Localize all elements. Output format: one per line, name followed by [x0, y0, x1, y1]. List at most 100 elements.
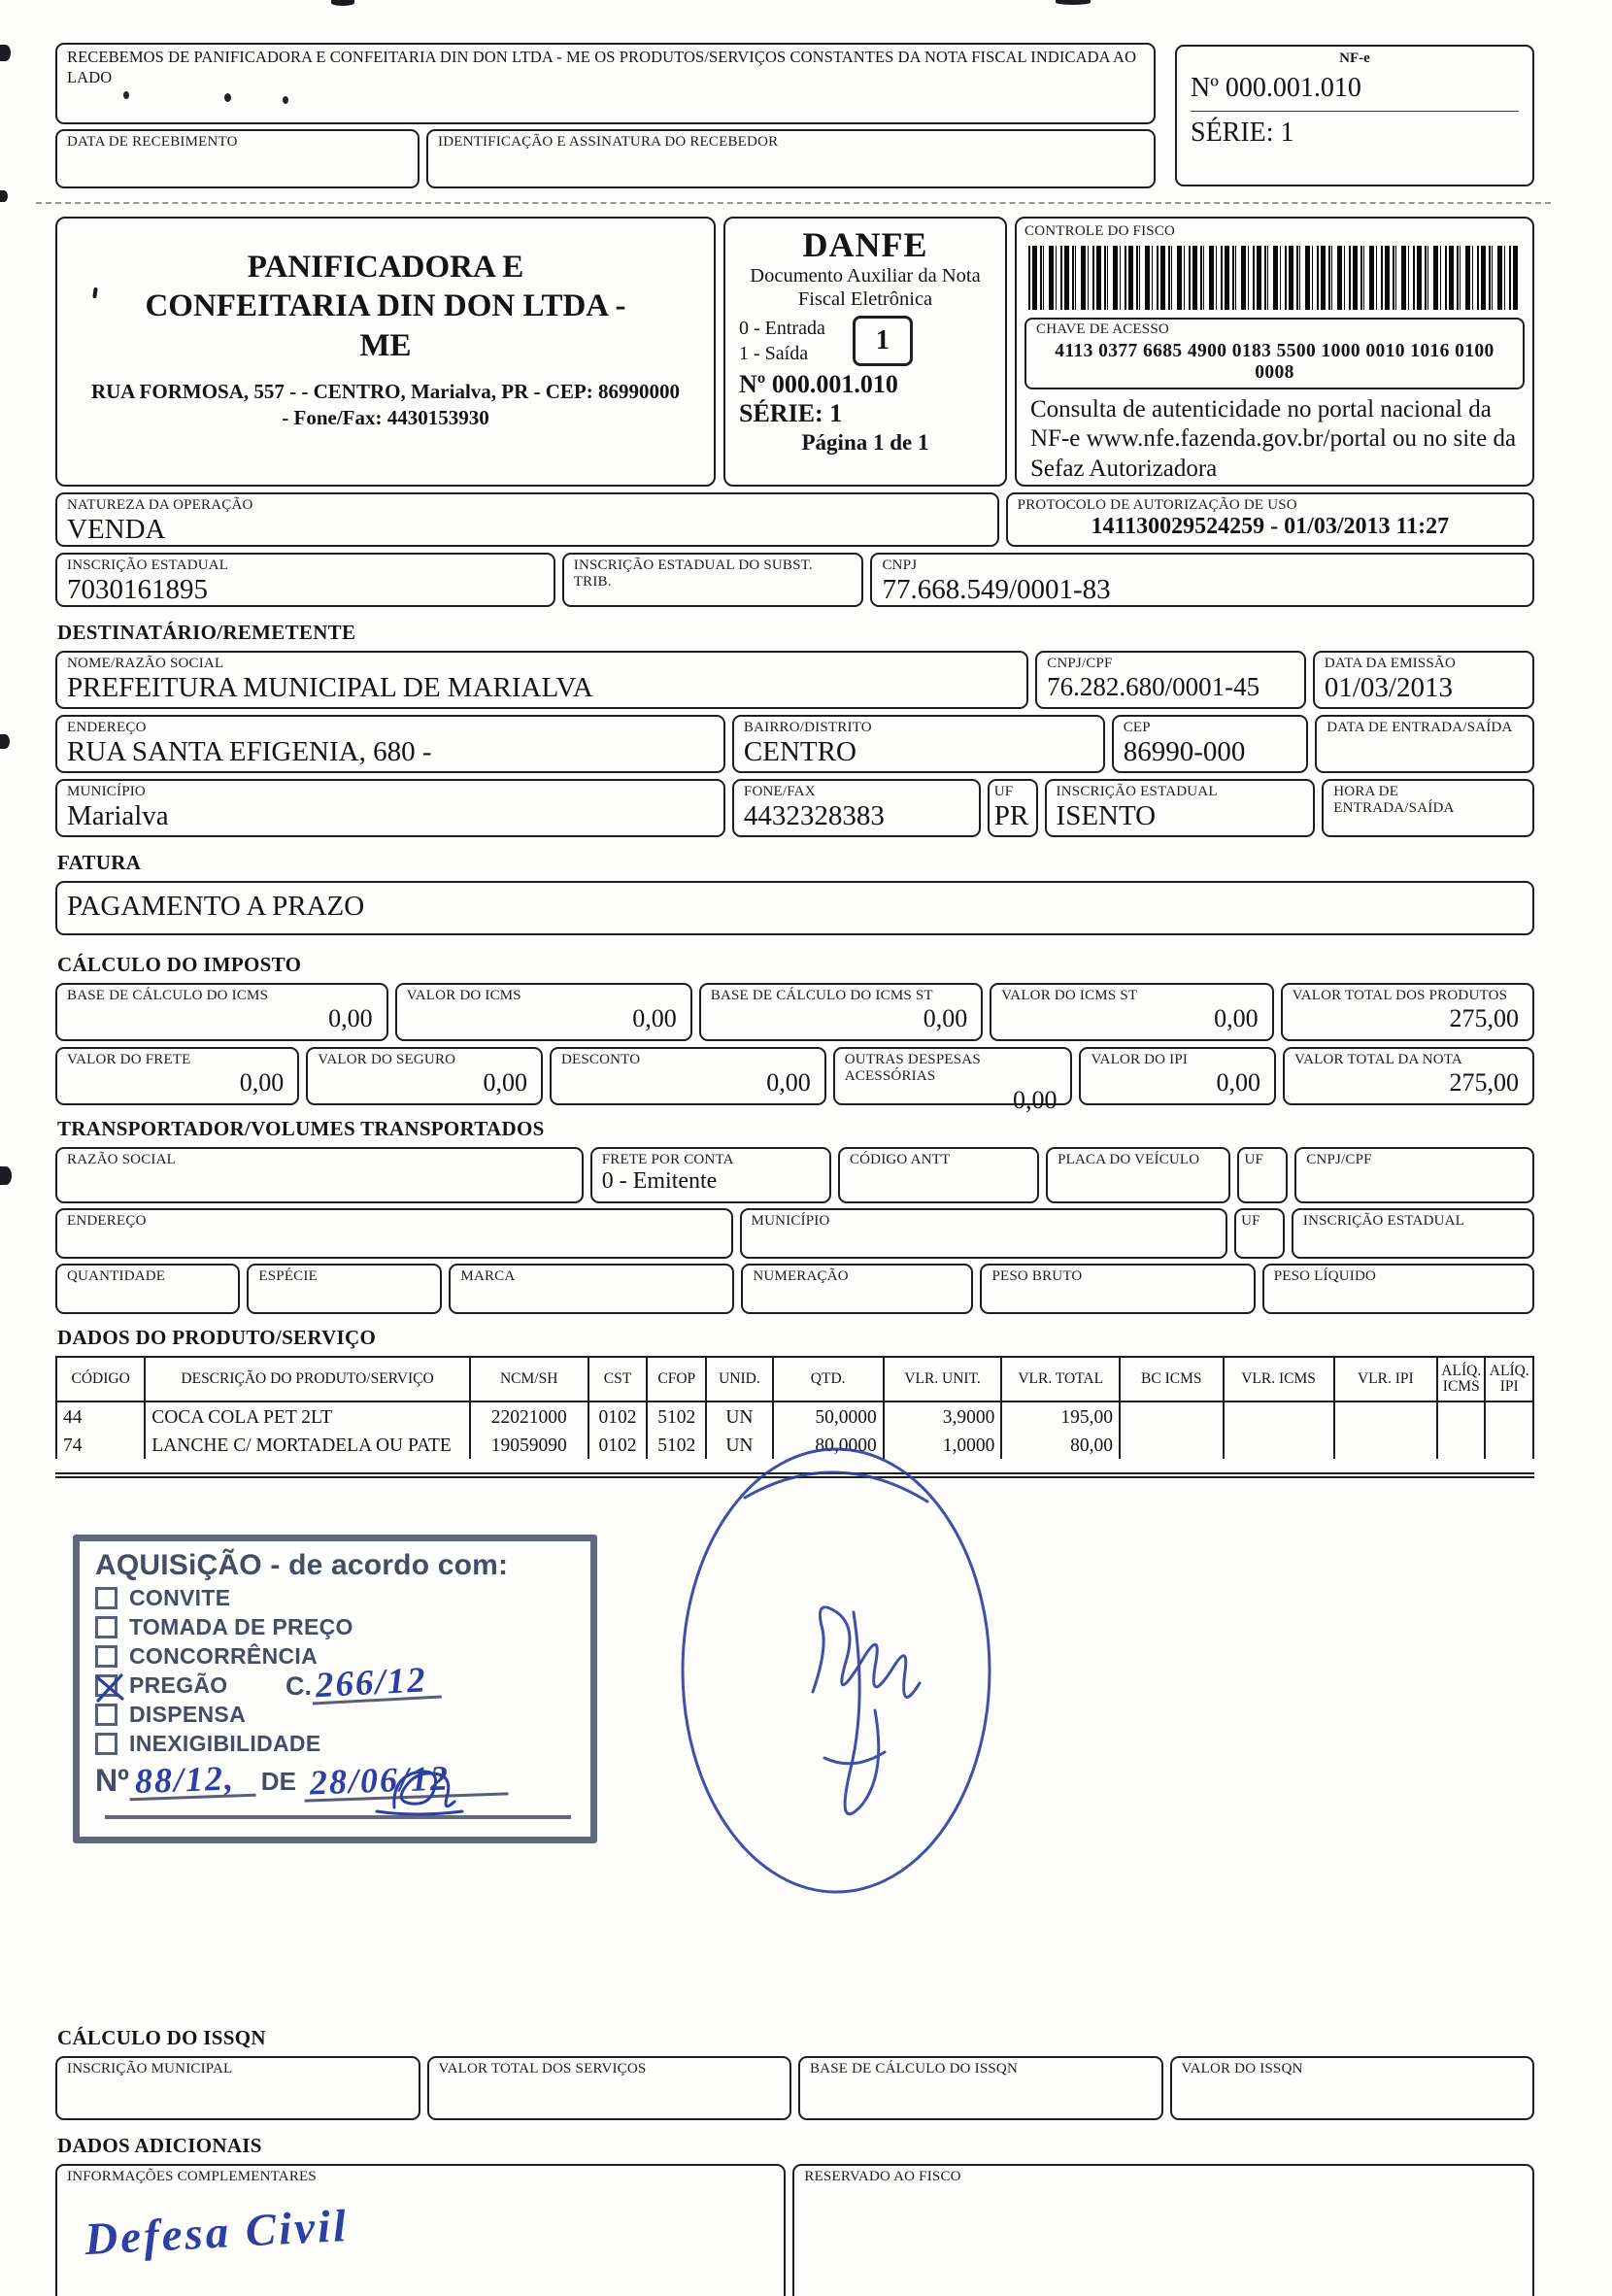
- checkbox-icon: [95, 1616, 118, 1638]
- col-vlr-total: VLR. TOTAL: [1000, 1356, 1122, 1402]
- municipality-label: MUNICÍPIO: [67, 784, 146, 799]
- col-ncm: NCM/SH: [468, 1356, 589, 1402]
- product-row: 44 COCA COLA PET 2LT 22021000 0102 5102 …: [54, 1401, 1534, 1431]
- invoice-total-label: VALOR TOTAL DA NOTA: [1294, 1052, 1462, 1067]
- carrier-address-box: ENDEREÇO: [55, 1208, 733, 1259]
- carrier-cnpj-label: CNPJ/CPF: [1306, 1152, 1372, 1167]
- authenticity-note: Consulta de autenticidade no portal naci…: [1030, 395, 1517, 482]
- emission-date-value: 01/03/2013: [1324, 672, 1453, 704]
- handwritten-process-number: 88/12,: [128, 1758, 256, 1802]
- insurance-value-value: 0,00: [483, 1068, 527, 1097]
- danfe-subtitle: Documento Auxiliar da Nota Fiscal Eletrô…: [750, 265, 981, 310]
- fisco-reserved-label: RESERVADO AO FISCO: [804, 2169, 961, 2184]
- district-value: CENTRO: [743, 736, 856, 768]
- carrier-uf2-box: UF: [1234, 1208, 1285, 1259]
- insurance-value-box: VALOR DO SEGURO 0,00: [306, 1047, 543, 1105]
- phone-value: 4432328383: [743, 800, 885, 832]
- freight-value-value: 0,00: [239, 1068, 285, 1097]
- col-vlr-ipi: VLR. IPI: [1332, 1356, 1439, 1402]
- receipt-date-box: DATA DE RECEBIMENTO: [55, 129, 420, 188]
- access-key-label: CHAVE DE ACESSO: [1036, 321, 1169, 338]
- scan-artifact: [123, 91, 129, 99]
- discount-value: 0,00: [766, 1068, 811, 1097]
- phone-box: FONE/FAX 4432328383: [731, 779, 981, 837]
- receiver-signature-box: IDENTIFICAÇÃO E ASSINATURA DO RECEBEDOR: [426, 129, 1156, 188]
- recipient-ie-box: INSCRIÇÃO ESTADUAL ISENTO: [1044, 779, 1316, 837]
- services-total-box: VALOR TOTAL DOS SERVIÇOS: [426, 2056, 791, 2120]
- invoice-total-value: 275,00: [1449, 1068, 1520, 1097]
- cell-cst: 0102: [587, 1431, 649, 1459]
- cell-vlr-total: 195,00: [1000, 1401, 1122, 1431]
- recipient-cnpj-box: CNPJ/CPF 76.282.680/0001-45: [1035, 651, 1306, 709]
- col-aliq-ipi: ALÍQ. IPI: [1484, 1356, 1534, 1402]
- recipient-cnpj-label: CNPJ/CPF: [1047, 656, 1113, 671]
- carrier-name-label: RAZÃO SOCIAL: [67, 1152, 176, 1167]
- cell-vlr-ipi: [1332, 1431, 1439, 1459]
- recipient-name-value: PREFEITURA MUNICIPAL DE MARIALVA: [67, 672, 593, 704]
- carrier-cnpj-box: CNPJ/CPF: [1294, 1147, 1534, 1203]
- cell-descricao: COCA COLA PET 2LT: [144, 1401, 471, 1431]
- handwritten-contract-number: 266/12: [311, 1660, 442, 1705]
- contract-prefix: C.: [285, 1671, 312, 1702]
- cell-vlr-icms: [1222, 1431, 1335, 1459]
- district-box: BAIRRO/DISTRITO CENTRO: [731, 715, 1105, 773]
- exit-option: 1 - Saída: [739, 343, 809, 365]
- products-header-row: CÓDIGO DESCRIÇÃO DO PRODUTO/SERVIÇO NCM/…: [54, 1356, 1534, 1402]
- issuer-name-line3: ME: [359, 327, 412, 363]
- checkbox-icon: [95, 1645, 118, 1668]
- access-key-value: 4113 0377 6685 4900 0183 5500 1000 0010 …: [1055, 340, 1494, 383]
- services-total-label: VALOR TOTAL DOS SERVIÇOS: [438, 2061, 647, 2077]
- entry-time-box: HORA DE ENTRADA/SAÍDA: [1322, 779, 1534, 837]
- scan-artifact: [0, 1166, 12, 1185]
- issqn-base-box: BASE DE CÁLCULO DO ISSQN: [798, 2056, 1163, 2120]
- brand-box: MARCA: [449, 1264, 735, 1314]
- product-row: 74 LANCHE C/ MORTADELA OU PATE 19059090 …: [54, 1431, 1534, 1459]
- stamp-number-prefix: Nº: [95, 1763, 129, 1799]
- cell-vlr-unit: 3,9000: [882, 1401, 1003, 1431]
- discount-box: DESCONTO 0,00: [549, 1047, 826, 1105]
- handwritten-complementary-info: Defesa Civil: [83, 2200, 351, 2266]
- cell-aliq-icms: [1436, 1431, 1487, 1459]
- issuer-cnpj-value: 77.668.549/0001-83: [882, 574, 1111, 606]
- invoice-section-title: FATURA: [57, 851, 142, 874]
- state-registration-box: INSCRIÇÃO ESTADUAL 7030161895: [55, 553, 555, 607]
- freight-terms-value: 0 - Emitente: [601, 1168, 718, 1195]
- access-key-box: CHAVE DE ACESSO 4113 0377 6685 4900 0183…: [1024, 318, 1525, 389]
- other-expenses-label: OUTRAS DESPESAS ACESSÓRIAS: [844, 1052, 981, 1085]
- freight-value-label: VALOR DO FRETE: [67, 1052, 191, 1067]
- cep-label: CEP: [1123, 720, 1151, 735]
- emission-date-box: DATA DA EMISSÃO 01/03/2013: [1312, 651, 1534, 709]
- products-table: CÓDIGO DESCRIÇÃO DO PRODUTO/SERVIÇO NCM/…: [54, 1356, 1534, 1459]
- ipi-value-label: VALOR DO IPI: [1091, 1052, 1189, 1067]
- col-descricao: DESCRIÇÃO DO PRODUTO/SERVIÇO: [144, 1356, 471, 1402]
- icms-value-label: VALOR DO ICMS: [406, 988, 521, 1003]
- cep-box: CEP 86990-000: [1111, 715, 1309, 773]
- stamp-option-label: CONVITE: [129, 1585, 231, 1610]
- carrier-uf2-label: UF: [1241, 1213, 1260, 1229]
- col-aliq-icms: ALÍQ. ICMS: [1436, 1356, 1487, 1402]
- municipality-box: MUNICÍPIO Marialva: [55, 779, 725, 837]
- page-indicator: Página 1 de 1: [801, 430, 929, 456]
- vehicle-plate-box: PLACA DO VEÍCULO: [1046, 1147, 1231, 1203]
- quantity-box: QUANTIDADE: [55, 1264, 241, 1314]
- quantity-label: QUANTIDADE: [67, 1268, 166, 1284]
- freight-terms-box: FRETE POR CONTA 0 - Emitente: [589, 1147, 831, 1203]
- recipient-name-box: NOME/RAZÃO SOCIAL PREFEITURA MUNICIPAL D…: [55, 651, 1029, 709]
- recipient-address-value: RUA SANTA EFIGENIA, 680 -: [67, 736, 432, 768]
- carrier-municipality-box: MUNICÍPIO: [739, 1208, 1228, 1259]
- acquisition-stamp: AQUISiÇÃO - de acordo com: CONVITE TOMAD…: [73, 1535, 597, 1843]
- antt-code-box: CÓDIGO ANTT: [837, 1147, 1040, 1203]
- vehicle-plate-label: PLACA DO VEÍCULO: [1058, 1152, 1200, 1167]
- fisco-control-label: CONTROLE DO FISCO: [1024, 223, 1176, 239]
- stamp-option-tomada: TOMADA DE PREÇO: [95, 1614, 577, 1640]
- fisco-reserved-box: RESERVADO AO FISCO: [792, 2164, 1534, 2296]
- municipal-registration-box: INSCRIÇÃO MUNICIPAL: [55, 2056, 420, 2120]
- receipt-statement-box: RECEBEMOS DE PANIFICADORA E CONFEITARIA …: [55, 43, 1156, 124]
- stamp-option-label: TOMADA DE PREÇO: [129, 1614, 353, 1639]
- cell-unid: UN: [705, 1431, 774, 1459]
- carrier-ie-box: INSCRIÇÃO ESTADUAL: [1291, 1208, 1534, 1259]
- icms-st-value-label: VALOR DO ICMS ST: [1001, 988, 1138, 1003]
- col-codigo: CÓDIGO: [54, 1356, 147, 1402]
- issqn-value-label: VALOR DO ISSQN: [1181, 2061, 1303, 2077]
